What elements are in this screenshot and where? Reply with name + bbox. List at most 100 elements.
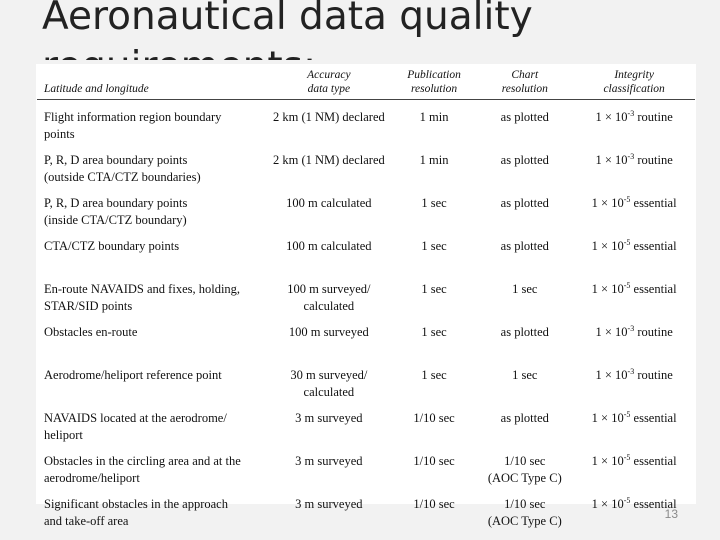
cell-item: En-route NAVAIDS and fixes, holding, STAR… <box>37 281 266 324</box>
integrity-value-exponent: -5 <box>623 237 631 247</box>
cell-text: calculated <box>303 384 355 399</box>
integrity-value-base: 1 × 10 <box>595 152 628 167</box>
cell-text: as plotted <box>500 152 549 167</box>
cell-integrity: 1 × 10-5 essential <box>573 496 695 539</box>
integrity-value-base: 1 × 10 <box>595 367 628 382</box>
integrity-class: essential <box>633 195 677 210</box>
cell-accuracy: 30 m surveyed/calculated <box>266 367 392 410</box>
cell-chart: as plotted <box>476 238 573 281</box>
cell-text: heliport <box>44 427 83 442</box>
cell-text: Obstacles in the circling area and at th… <box>44 453 241 468</box>
table-header-row: Latitude and longitude Accuracy data type P… <box>37 64 695 100</box>
cell-accuracy: 100 m surveyed/calculated <box>266 281 392 324</box>
integrity-value-exponent: -5 <box>623 495 631 505</box>
cell-item: Significant obstacles in the approach and… <box>37 496 266 539</box>
cell-text: 100 m calculated <box>286 238 372 253</box>
cell-text: as plotted <box>500 410 549 425</box>
cell-text: 1 sec <box>421 281 447 296</box>
cell-text: 1 sec <box>421 195 447 210</box>
cell-text: 1 sec <box>421 238 447 253</box>
cell-text: En-route NAVAIDS and fixes, holding, <box>44 281 241 296</box>
integrity-value-exponent: -5 <box>623 452 631 462</box>
cell-text: 3 m surveyed <box>295 496 363 511</box>
cell-text: calculated <box>303 298 355 313</box>
cell-publication: 1/10 sec <box>392 496 477 539</box>
cell-accuracy: 3 m surveyed <box>266 453 392 496</box>
integrity-class: essential <box>633 453 677 468</box>
integrity-class: essential <box>633 410 677 425</box>
cell-chart: as plotted <box>476 324 573 367</box>
integrity-value-exponent: -5 <box>623 409 631 419</box>
cell-text: 1 min <box>419 110 449 124</box>
cell-integrity: 1 × 10-5 essential <box>573 281 695 324</box>
cell-text: aerodrome/heliport <box>44 470 140 485</box>
cell-chart: 1 sec <box>476 281 573 324</box>
table-row: En-route NAVAIDS and fixes, holding, STAR… <box>37 281 695 324</box>
integrity-value-base: 1 × 10 <box>591 496 624 511</box>
cell-chart: 1 sec <box>476 367 573 410</box>
cell-integrity: 1 × 10-5 essential <box>573 238 695 281</box>
cell-chart: as plotted <box>476 100 573 152</box>
integrity-class: essential <box>633 281 677 296</box>
column-header-item: Latitude and longitude <box>37 64 266 100</box>
table-row: Significant obstacles in the approach and… <box>37 496 695 539</box>
cell-text: as plotted <box>500 238 549 253</box>
cell-text: (AOC Type C) <box>487 513 562 528</box>
column-header-text: Publication <box>407 69 461 81</box>
cell-text: Flight information region boundary <box>44 110 222 124</box>
cell-text: 1/10 sec <box>413 453 455 468</box>
cell-text: (outside CTA/CTZ boundaries) <box>44 169 201 184</box>
cell-accuracy: 100 m calculated <box>266 238 392 281</box>
integrity-value-exponent: -3 <box>627 366 635 376</box>
cell-item: CTA/CTZ boundary points <box>37 238 266 281</box>
cell-text: NAVAIDS located at the aerodrome/ <box>44 410 227 425</box>
integrity-value-base: 1 × 10 <box>591 238 624 253</box>
cell-text: and take-off area <box>44 513 129 528</box>
cell-integrity: 1 × 10-5 essential <box>573 195 695 238</box>
page-number: 13 <box>664 507 678 521</box>
column-header-text: resolution <box>501 83 548 95</box>
integrity-class: essential <box>633 496 677 511</box>
cell-text: Significant obstacles in the approach <box>44 496 228 511</box>
table-row: Flight information region boundary points… <box>37 100 695 152</box>
cell-item: Obstacles en-route <box>37 324 266 367</box>
cell-text: Aerodrome/heliport reference point <box>44 367 222 382</box>
cell-chart: as plotted <box>476 152 573 195</box>
integrity-value-exponent: -3 <box>627 323 635 333</box>
cell-text: 3 m surveyed <box>295 410 363 425</box>
cell-text: 1/10 sec <box>413 410 455 425</box>
column-header-text: Chart <box>511 69 539 81</box>
table-row: P, R, D area boundary points (outside CTA… <box>37 152 695 195</box>
integrity-value-exponent: -3 <box>627 151 635 161</box>
data-quality-table: Latitude and longitude Accuracy data type P… <box>37 64 695 539</box>
cell-publication: 1 min <box>392 152 477 195</box>
cell-text: points <box>44 127 75 141</box>
cell-text: 2 km (1 NM) declared <box>272 152 385 167</box>
cell-publication: 1 sec <box>392 367 477 410</box>
cell-item: Obstacles in the circling area and at th… <box>37 453 266 496</box>
cell-text: STAR/SID points <box>44 298 133 313</box>
cell-item: NAVAIDS located at the aerodrome/helipor… <box>37 410 266 453</box>
cell-integrity: 1 × 10-3 routine <box>573 152 695 195</box>
cell-text: 3 m surveyed <box>295 453 363 468</box>
table-row: Obstacles en-route 100 m surveyed 1 sec as … <box>37 324 695 367</box>
integrity-class: routine <box>637 324 673 339</box>
cell-accuracy: 3 m surveyed <box>266 410 392 453</box>
table-row: NAVAIDS located at the aerodrome/helipor… <box>37 410 695 453</box>
slide-title: Aeronautical data quality requirements: <box>42 0 533 60</box>
integrity-class: routine <box>637 367 673 382</box>
cell-text: 1 min <box>419 152 449 167</box>
cell-text: (AOC Type C) <box>487 470 562 485</box>
integrity-value-exponent: -3 <box>627 108 635 118</box>
cell-chart: 1/10 sec (AOC Type C) <box>476 453 573 496</box>
cell-text: as plotted <box>500 110 549 124</box>
cell-integrity: 1 × 10-3 routine <box>573 100 695 152</box>
table-row: Obstacles in the circling area and at th… <box>37 453 695 496</box>
cell-text: 1 sec <box>512 281 538 296</box>
cell-text: Obstacles en-route <box>44 324 138 339</box>
table-row: Aerodrome/heliport reference point 30 m s… <box>37 367 695 410</box>
cell-chart: as plotted <box>476 410 573 453</box>
table-row: P, R, D area boundary points (inside CTA/… <box>37 195 695 238</box>
integrity-value-base: 1 × 10 <box>595 110 628 124</box>
cell-integrity: 1 × 10-3 routine <box>573 324 695 367</box>
